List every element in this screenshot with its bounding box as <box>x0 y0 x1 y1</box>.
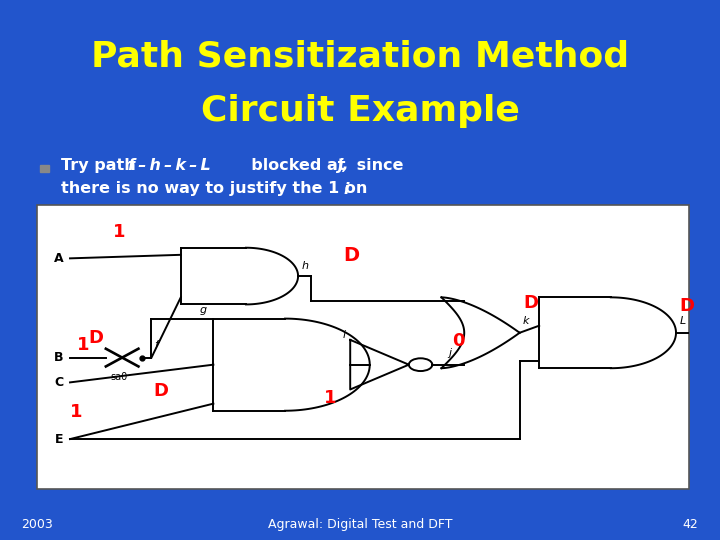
Text: L: L <box>679 316 685 326</box>
Text: sa0: sa0 <box>110 372 127 382</box>
Text: there is no way to justify the 1 on: there is no way to justify the 1 on <box>61 181 373 197</box>
Text: f: f <box>155 341 158 350</box>
Text: h: h <box>302 261 308 271</box>
Text: j: j <box>449 348 451 357</box>
Text: 2003: 2003 <box>22 518 53 531</box>
Text: D: D <box>523 294 538 312</box>
Text: B: B <box>54 351 63 364</box>
Circle shape <box>409 359 432 371</box>
Text: j,: j, <box>337 158 348 173</box>
Text: Try path: Try path <box>61 158 142 173</box>
Text: 42: 42 <box>683 518 698 531</box>
Text: 1: 1 <box>77 336 89 354</box>
Text: k: k <box>523 316 529 326</box>
Text: blocked at: blocked at <box>240 158 351 173</box>
Text: D: D <box>343 246 360 266</box>
Bar <box>40 165 49 172</box>
Text: 1: 1 <box>325 389 337 408</box>
Text: A: A <box>54 252 63 265</box>
Text: 1: 1 <box>71 403 83 421</box>
Text: i: i <box>342 330 346 340</box>
Text: D: D <box>154 382 168 400</box>
Text: 0: 0 <box>452 333 464 350</box>
Text: E: E <box>55 433 63 446</box>
Text: since: since <box>351 158 403 173</box>
Text: C: C <box>55 376 63 389</box>
Text: f – h – k – L: f – h – k – L <box>128 158 211 173</box>
Text: Circuit Example: Circuit Example <box>201 94 519 127</box>
Text: g: g <box>199 305 207 315</box>
FancyBboxPatch shape <box>37 205 689 489</box>
Text: i: i <box>343 181 349 197</box>
Text: D: D <box>679 297 694 315</box>
Text: D: D <box>89 329 104 347</box>
Text: Path Sensitization Method: Path Sensitization Method <box>91 40 629 73</box>
Text: 1: 1 <box>112 222 125 241</box>
Text: Agrawal: Digital Test and DFT: Agrawal: Digital Test and DFT <box>268 518 452 531</box>
